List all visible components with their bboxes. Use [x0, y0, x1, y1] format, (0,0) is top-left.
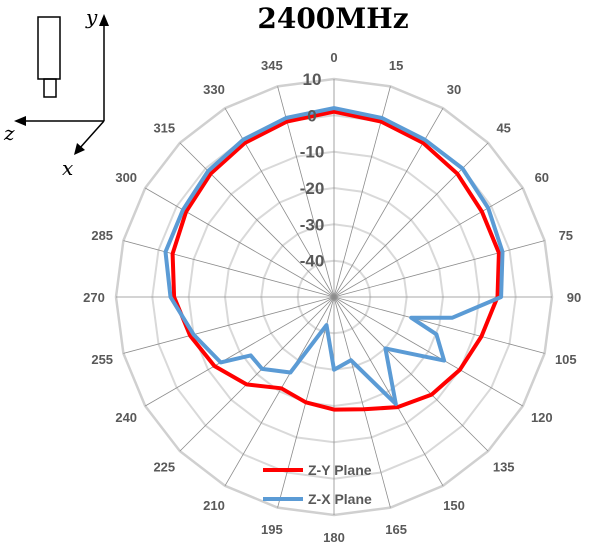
orientation-inset: y z x — [3, 5, 109, 180]
legend-label-zx: Z-X Plane — [308, 491, 372, 507]
radial-tick-label: 0 — [307, 106, 316, 125]
angle-tick-label: 315 — [153, 120, 175, 135]
angle-tick-label: 240 — [115, 410, 137, 425]
z-axis-label: z — [3, 121, 15, 145]
radial-tick-label: -40 — [300, 252, 325, 271]
angle-tick-label: 210 — [203, 498, 225, 513]
angle-tick-label: 345 — [261, 58, 283, 73]
angle-tick-label: 120 — [531, 410, 553, 425]
angle-tick-label: 330 — [203, 82, 225, 97]
angle-spokes — [116, 79, 552, 515]
device-connector — [44, 79, 56, 97]
grid-spoke — [334, 241, 545, 297]
radial-tick-labels: 10 0 -10 -20 -30 -40 — [300, 70, 325, 271]
y-axis-label: y — [85, 5, 98, 29]
grid-spoke — [225, 297, 334, 486]
grid-spoke — [334, 108, 443, 297]
grid-spoke — [123, 297, 334, 353]
angle-tick-label: 15 — [389, 58, 403, 73]
angle-tick-label: 60 — [535, 170, 549, 185]
angle-tick-label: 255 — [91, 352, 113, 367]
angle-tick-label: 45 — [496, 120, 510, 135]
angle-tick-label: 225 — [153, 460, 175, 475]
angle-tick-label: 165 — [385, 522, 407, 537]
grid-spoke — [334, 297, 443, 486]
angle-tick-label: 75 — [559, 228, 573, 243]
chart-title: 2400MHz — [257, 2, 408, 35]
grid-spoke — [334, 143, 488, 297]
angle-tick-label: 300 — [115, 170, 137, 185]
grid-spoke — [334, 297, 523, 406]
device-outline — [38, 17, 60, 79]
angle-tick-label: 30 — [447, 82, 461, 97]
angle-tick-label: 270 — [83, 290, 105, 305]
angle-tick-label: 180 — [323, 530, 345, 545]
angle-tick-label: 90 — [567, 290, 581, 305]
angle-tick-label: 150 — [443, 498, 465, 513]
radial-tick-label: -10 — [300, 143, 325, 162]
grid-spoke — [334, 297, 488, 451]
angle-tick-label: 105 — [555, 352, 577, 367]
legend-label-zy: Z-Y Plane — [308, 462, 372, 478]
angle-tick-label: 195 — [261, 522, 283, 537]
radial-tick-label: -30 — [300, 215, 325, 234]
radial-tick-label: -20 — [300, 179, 325, 198]
angle-tick-label: 135 — [493, 460, 515, 475]
z-arrowhead-icon — [14, 116, 26, 126]
y-arrowhead-icon — [99, 14, 109, 26]
x-axis-label: x — [62, 156, 73, 180]
radial-tick-label: 10 — [303, 70, 322, 89]
angle-tick-label: 0 — [330, 50, 337, 65]
legend: Z-Y Plane Z-X Plane — [263, 462, 372, 507]
angle-tick-label: 285 — [91, 228, 113, 243]
grid-spoke — [180, 297, 334, 451]
x-axis-arrow — [79, 121, 104, 149]
